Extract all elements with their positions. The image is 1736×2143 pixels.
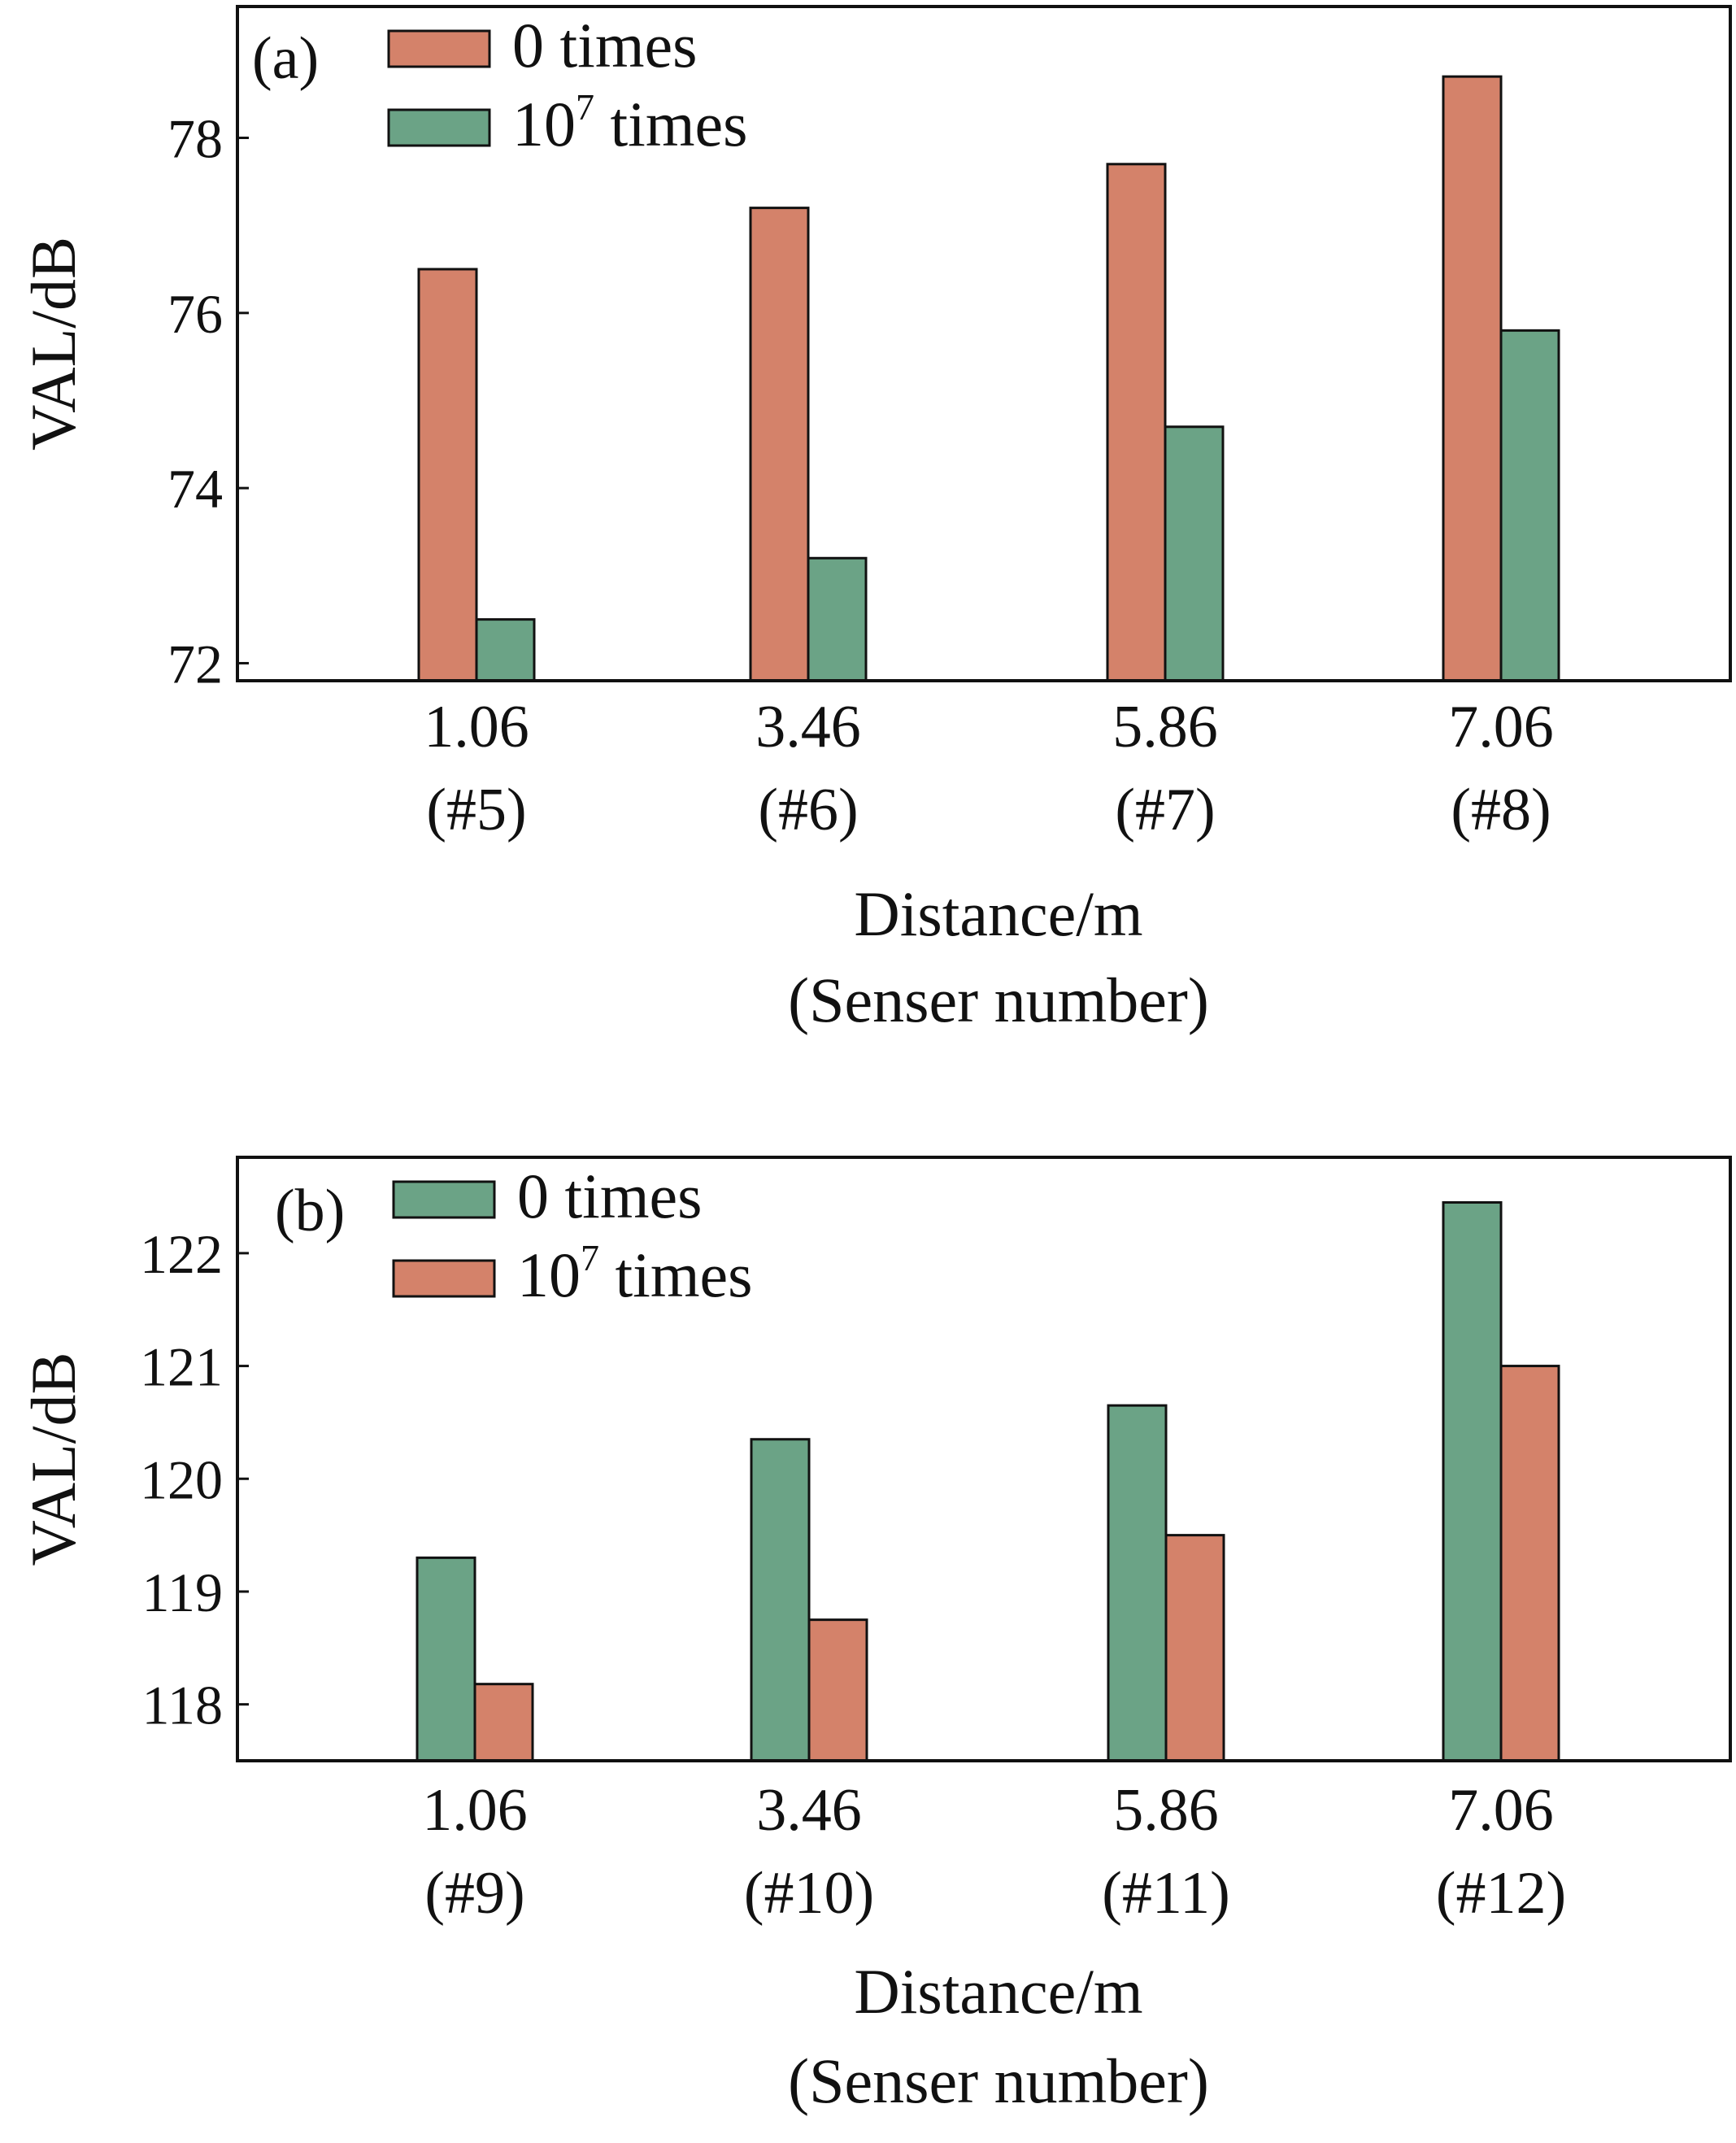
bar bbox=[749, 207, 810, 682]
x-tick-label: 3.46 bbox=[755, 694, 861, 760]
y-axis-title: VAL/dB bbox=[18, 1352, 89, 1566]
bar bbox=[416, 1556, 476, 1762]
y-tick-label: 78 bbox=[168, 107, 223, 169]
chart-panel-a: 72 74 76 78 1.06 (#5) 3.46 (#6) 5.86 (#7) 7.06 (#8)… bbox=[18, 5, 1732, 1035]
bar bbox=[807, 556, 868, 682]
bar bbox=[1106, 163, 1167, 682]
y-axis-title: VAL/dB bbox=[18, 237, 89, 451]
x-axis-title: Distance/m bbox=[854, 878, 1142, 949]
panel-label: (b) bbox=[275, 1178, 345, 1244]
x-tick-sublabel: (#12) bbox=[1436, 1860, 1566, 1927]
y-tick-label: 120 bbox=[140, 1448, 223, 1510]
y-tick-label: 118 bbox=[142, 1675, 223, 1736]
x-tick-sublabel: (#8) bbox=[1451, 777, 1551, 843]
legend-swatch bbox=[392, 1180, 496, 1219]
x-tick-sublabel: (#11) bbox=[1102, 1860, 1230, 1927]
x-tick-sublabel: (#6) bbox=[758, 777, 858, 843]
bar bbox=[1442, 1200, 1503, 1762]
x-tick-label: 5.86 bbox=[1112, 694, 1218, 760]
bar bbox=[1442, 75, 1503, 682]
x-tick-label: 7.06 bbox=[1448, 694, 1554, 760]
plot-frame bbox=[236, 1156, 1732, 1762]
y-tick-label: 119 bbox=[142, 1562, 223, 1623]
x-axis-title-line2: (Senser number) bbox=[788, 2045, 1209, 2116]
bar bbox=[417, 268, 478, 682]
legend-label: 0 times bbox=[517, 1161, 703, 1231]
legend-swatch bbox=[392, 1259, 496, 1298]
bar bbox=[1107, 1404, 1168, 1762]
y-tick-label: 74 bbox=[168, 458, 223, 520]
chart-panel-b: 118 119 120 121 122 1.06 (#9) 3.46 (#10) 5.86 (#11… bbox=[18, 1156, 1732, 2116]
plot-frame bbox=[236, 5, 1732, 682]
legend-label: 0 times bbox=[512, 10, 698, 81]
y-tick-label: 122 bbox=[140, 1223, 223, 1285]
bar bbox=[1499, 1365, 1560, 1762]
panel-label: (a) bbox=[252, 25, 319, 92]
bar bbox=[807, 1618, 868, 1762]
x-axis-title: Distance/m bbox=[854, 1956, 1142, 2027]
x-tick-label: 1.06 bbox=[424, 694, 529, 760]
x-tick-label: 5.86 bbox=[1113, 1777, 1219, 1844]
x-tick-label: 7.06 bbox=[1448, 1777, 1554, 1844]
x-tick-label: 1.06 bbox=[422, 1777, 528, 1844]
legend-label: 107 times bbox=[517, 1237, 753, 1310]
y-tick-label: 72 bbox=[168, 633, 223, 695]
bar bbox=[750, 1438, 811, 1762]
bar bbox=[475, 618, 536, 682]
y-tick-label: 121 bbox=[140, 1336, 223, 1398]
legend-label: 107 times bbox=[512, 86, 748, 159]
x-tick-sublabel: (#5) bbox=[426, 777, 526, 843]
x-tick-sublabel: (#7) bbox=[1115, 777, 1215, 843]
x-tick-label: 3.46 bbox=[756, 1777, 862, 1844]
bar bbox=[473, 1683, 534, 1762]
x-tick-sublabel: (#10) bbox=[744, 1860, 874, 1927]
bar bbox=[1499, 329, 1560, 682]
x-axis-title-line2: (Senser number) bbox=[788, 965, 1209, 1035]
legend-swatch bbox=[387, 29, 491, 68]
legend-swatch bbox=[387, 108, 491, 147]
x-tick-sublabel: (#9) bbox=[424, 1860, 524, 1927]
y-tick-label: 76 bbox=[168, 283, 223, 345]
bar bbox=[1164, 1534, 1225, 1762]
bar bbox=[1164, 425, 1225, 682]
